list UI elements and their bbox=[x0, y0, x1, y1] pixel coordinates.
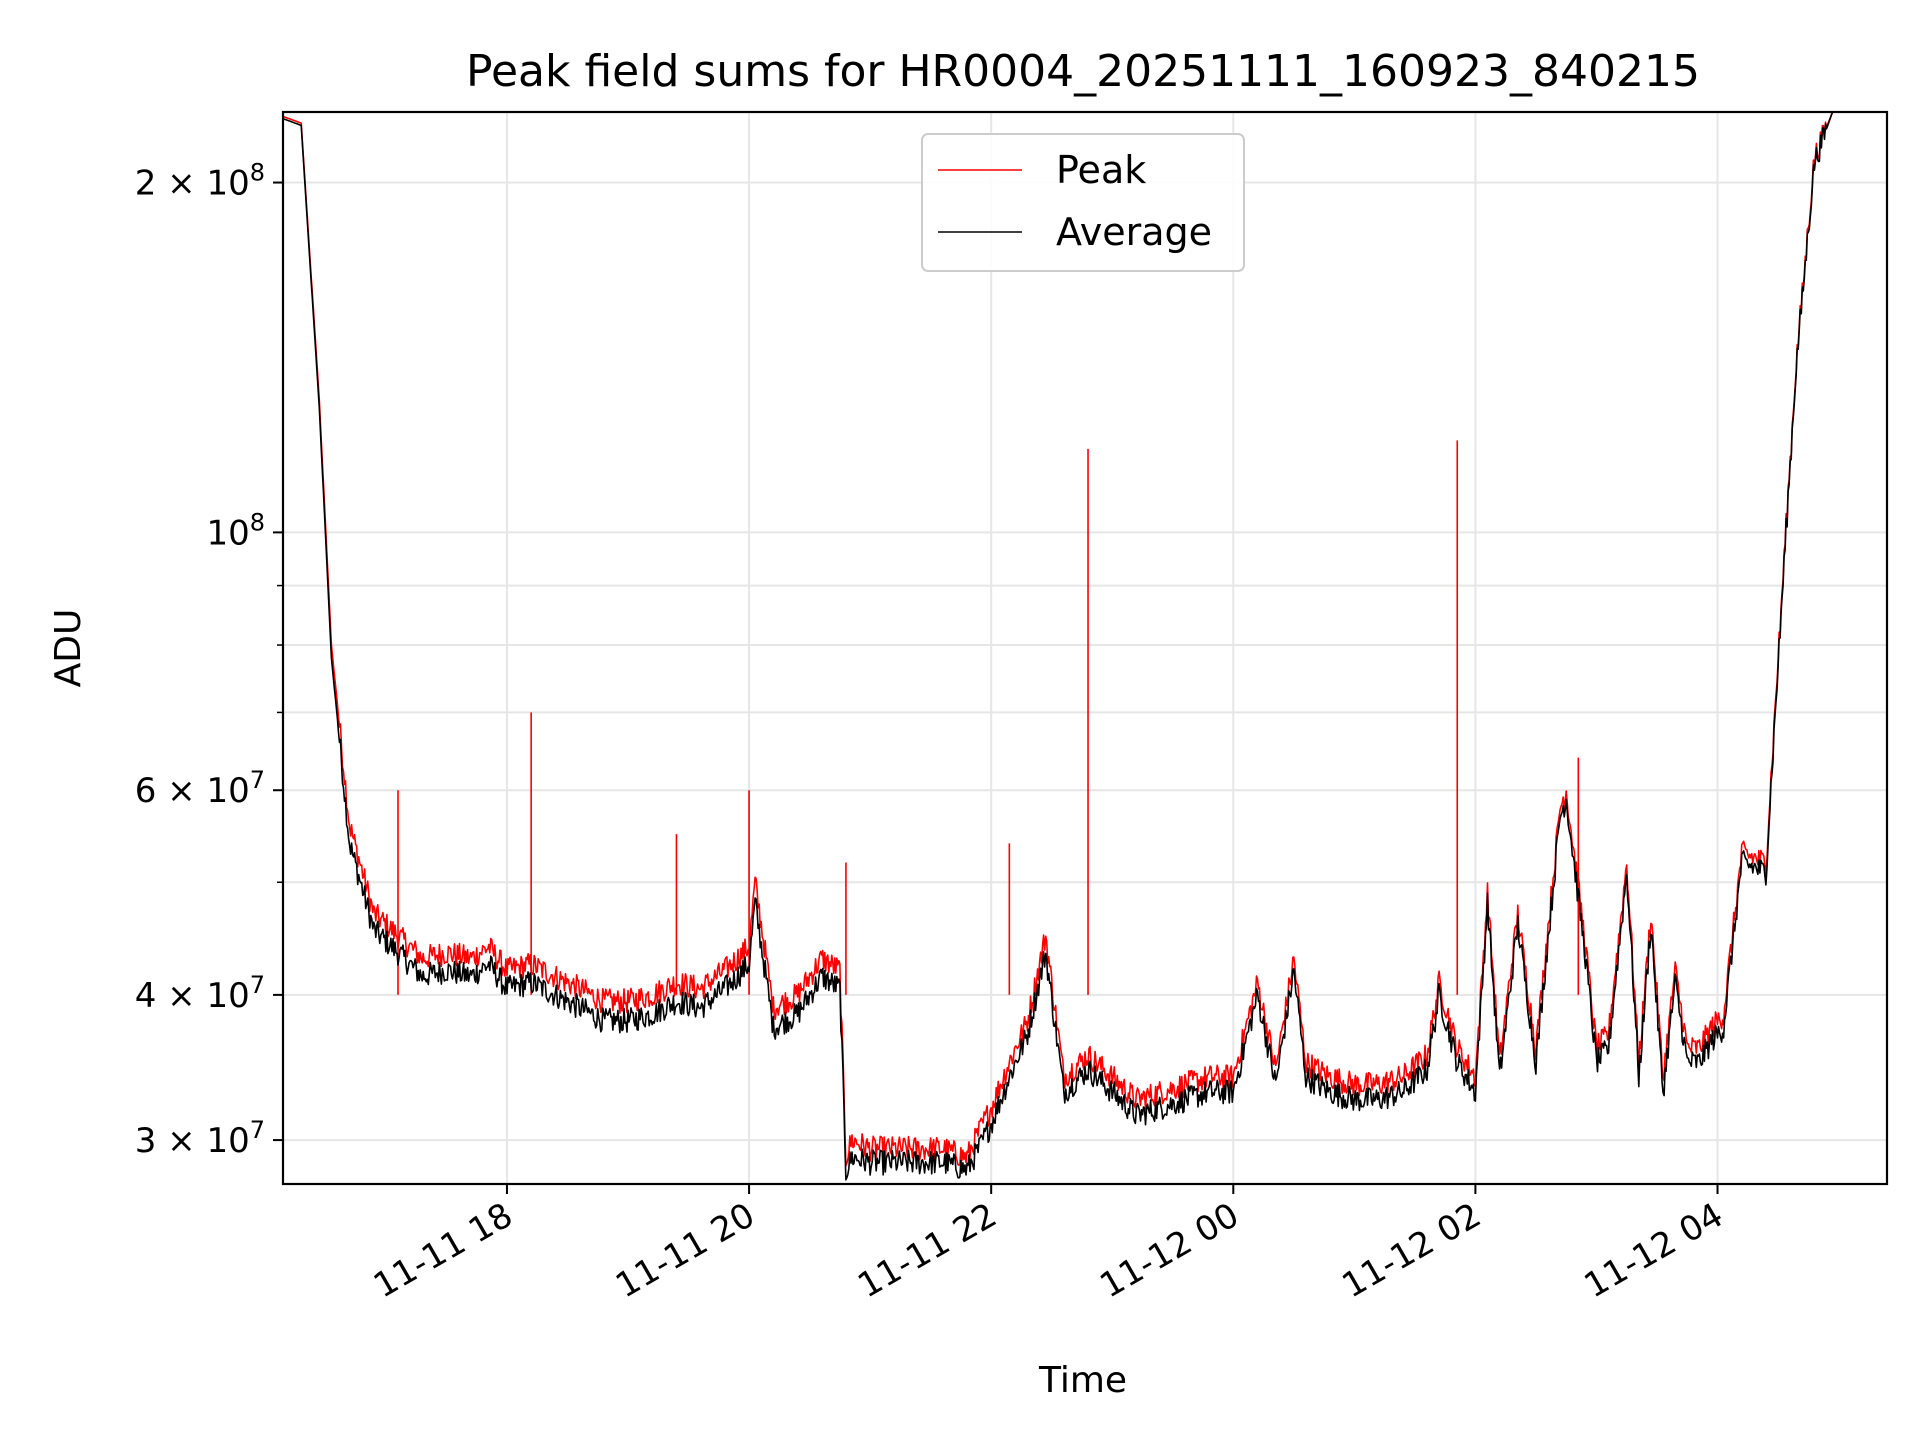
y-axis-label: ADU bbox=[48, 609, 89, 688]
plot-frame bbox=[281, 110, 1889, 1186]
legend-peak-label: Peak bbox=[1056, 148, 1146, 192]
x-tick-label-3: 11-12 00 bbox=[1093, 1195, 1245, 1306]
x-tick-label-5: 11-12 04 bbox=[1578, 1195, 1730, 1306]
y-tick-label-3: 108 bbox=[206, 508, 265, 553]
x-axis-label: Time bbox=[1038, 1360, 1127, 1401]
x-tick-label-0: 11-11 18 bbox=[367, 1195, 519, 1306]
y-tick-label-1: 4 × 107 bbox=[135, 971, 265, 1016]
x-tick-label-2: 11-11 22 bbox=[851, 1195, 1003, 1306]
series-line-peak bbox=[282, 111, 1881, 1167]
legend: Peak Average bbox=[921, 133, 1245, 272]
chart-title: Peak field sums for HR0004_20251111_1609… bbox=[466, 46, 1700, 97]
grid-lines bbox=[283, 112, 1887, 1184]
series-line-average bbox=[282, 111, 1881, 1181]
x-axis: 11-11 18 11-11 20 11-11 22 11-12 00 11-12 02… bbox=[367, 1184, 1730, 1306]
legend-box bbox=[921, 133, 1245, 272]
legend-average-label: Average bbox=[1056, 210, 1212, 254]
plot-area bbox=[282, 111, 1881, 1181]
y-tick-label-0: 3 × 107 bbox=[135, 1116, 265, 1161]
y-axis: 3 × 107 4 × 107 6 × 107 108 2 × 108 bbox=[135, 159, 283, 1161]
x-tick-label-4: 11-12 02 bbox=[1336, 1195, 1488, 1306]
y-tick-label-2: 6 × 107 bbox=[135, 766, 265, 811]
x-tick-label-1: 11-11 20 bbox=[609, 1195, 761, 1306]
y-tick-label-4: 2 × 108 bbox=[135, 159, 265, 204]
